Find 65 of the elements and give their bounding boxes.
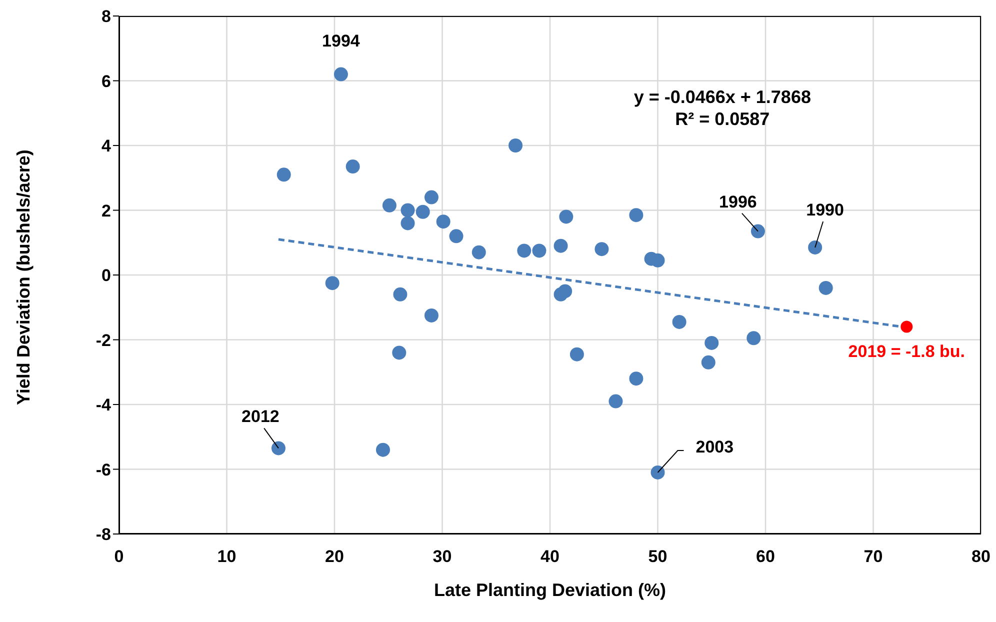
point	[472, 245, 486, 260]
x-tick-label: 60	[756, 547, 775, 566]
annotation: 2019 = -1.8 bu.	[848, 342, 966, 361]
x-tick-label: 10	[217, 547, 236, 566]
point	[449, 229, 464, 244]
point	[554, 238, 568, 253]
point	[594, 242, 609, 256]
point	[629, 208, 644, 222]
point	[416, 204, 430, 219]
x-tick-label: 0	[114, 547, 124, 566]
point	[400, 216, 415, 230]
y-tick-label: 2	[102, 201, 111, 220]
y-tick-label: 6	[102, 72, 111, 91]
annotation: 2003	[696, 437, 734, 456]
point	[701, 355, 716, 370]
y-tick-label: -6	[96, 460, 111, 480]
point	[325, 276, 340, 290]
y-tick-label: 4	[102, 136, 112, 156]
point	[558, 284, 572, 298]
point	[382, 198, 396, 212]
point	[508, 138, 523, 152]
point	[271, 441, 286, 456]
point	[276, 168, 291, 182]
annotation: 1990	[806, 200, 844, 220]
x-axis-title: Late Planting Deviation (%)	[434, 580, 666, 600]
point	[746, 331, 761, 346]
point	[392, 346, 406, 360]
x-tick-label: 20	[325, 547, 344, 566]
x-tick-label: 30	[432, 547, 452, 566]
point	[650, 465, 665, 480]
y-tick-label: -4	[96, 396, 112, 415]
point	[436, 214, 450, 229]
y-axis-title: Yield Deviation (bushels/acre)	[13, 150, 34, 405]
point	[532, 244, 546, 258]
x-tick-label: 50	[648, 547, 668, 566]
point	[900, 320, 913, 333]
point	[559, 210, 574, 224]
point	[808, 240, 822, 254]
x-tick-label: 80	[972, 547, 990, 566]
point	[672, 314, 686, 329]
point	[346, 160, 360, 174]
annotation: 2012	[242, 407, 280, 426]
y-tick-label: 8	[102, 7, 111, 26]
annotation: R² = 0.0587	[674, 108, 771, 130]
point	[818, 280, 833, 295]
point	[334, 67, 348, 82]
y-tick-label: -2	[96, 330, 111, 350]
x-tick-label: 40	[540, 547, 560, 566]
point	[376, 442, 390, 457]
y-tick-label: 0	[102, 266, 111, 286]
point	[608, 394, 623, 408]
point	[570, 347, 584, 362]
point	[629, 372, 644, 386]
annotation: y = -0.0466x + 1.7868	[634, 86, 811, 108]
y-tick-label: -8	[96, 525, 111, 544]
point	[393, 287, 408, 302]
annotation: 1996	[719, 192, 757, 212]
point	[517, 244, 532, 258]
point	[400, 203, 415, 218]
point	[424, 308, 438, 322]
point	[424, 190, 438, 204]
annotation: 1994	[322, 31, 360, 50]
point	[750, 224, 765, 238]
x-tick-label: 70	[864, 547, 883, 566]
point	[704, 336, 719, 350]
